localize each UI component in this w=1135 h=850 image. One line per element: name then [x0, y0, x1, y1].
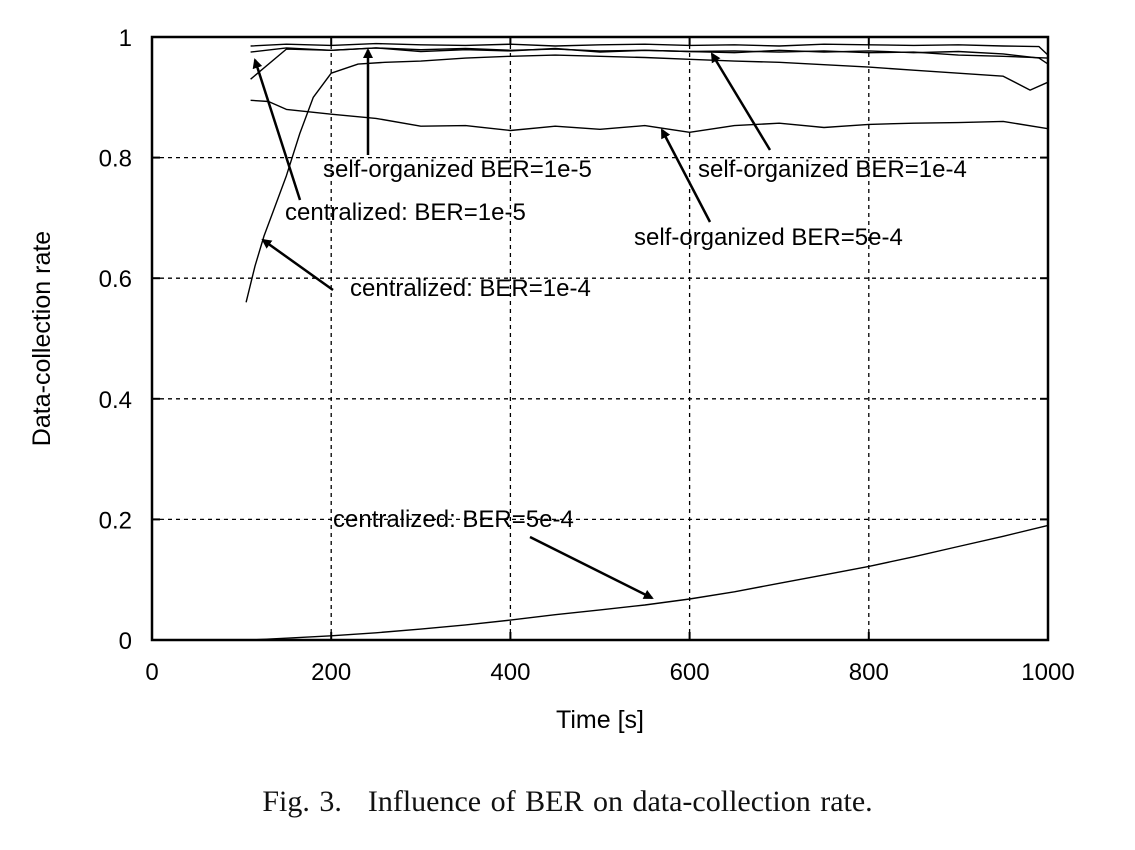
annotation-label: centralized: BER=5e-4 [333, 506, 574, 533]
annotation-label: self-organized BER=1e-4 [698, 156, 967, 183]
annotation-label: centralized: BER=1e-5 [285, 199, 526, 226]
annotation-arrow [710, 52, 772, 151]
x-tick-label: 400 [490, 659, 530, 686]
x-tick-label: 1000 [1021, 659, 1074, 686]
annotation-label: centralized: BER=1e-4 [350, 275, 591, 302]
caption-text: Influence of BER on data-collection rate… [367, 785, 873, 818]
figure-caption: Fig. 3. Influence of BER on data-collecti… [0, 785, 1135, 819]
annotation-arrow [252, 58, 302, 201]
annotation-arrow [261, 238, 334, 292]
annotation-label: self-organized BER=1e-5 [323, 156, 592, 183]
annotation-label: self-organized BER=5e-4 [634, 224, 903, 251]
y-axis-label: Data-collection rate [28, 231, 56, 446]
annotation-arrow [529, 535, 654, 600]
annotations: self-organized BER=1e-5 self-organized BE… [252, 48, 967, 600]
grid [152, 37, 1048, 640]
series-line-6 [250, 524, 1049, 641]
x-tick-label: 200 [311, 659, 351, 686]
x-axis-label: Time [s] [556, 706, 644, 734]
y-tick-label: 0.2 [99, 507, 132, 534]
y-tick-label: 0 [119, 628, 132, 655]
series-line-4 [250, 47, 1049, 80]
figure-number: Fig. 3. [262, 785, 342, 818]
x-tick-label: 0 [145, 659, 158, 686]
plot-frame [150, 35, 1050, 642]
annotation-arrow [660, 128, 712, 223]
chart: 0 200 400 600 800 1000 0 0.2 0.4 0.6 0.8 1 self-org… [28, 25, 1075, 734]
y-tick-label: 0.4 [99, 387, 132, 414]
y-tick-label: 1 [119, 25, 132, 52]
series-lines [245, 42, 1049, 641]
series-line-3 [250, 99, 1049, 134]
series-line-1 [250, 42, 1049, 56]
y-tick-label: 0.6 [99, 266, 132, 293]
x-tick-label: 800 [849, 659, 889, 686]
x-tick-label: 600 [670, 659, 710, 686]
y-tick-label: 0.8 [99, 146, 132, 173]
axis-ticks: 0 200 400 600 800 1000 0 0.2 0.4 0.6 0.8 1 [99, 25, 1075, 686]
